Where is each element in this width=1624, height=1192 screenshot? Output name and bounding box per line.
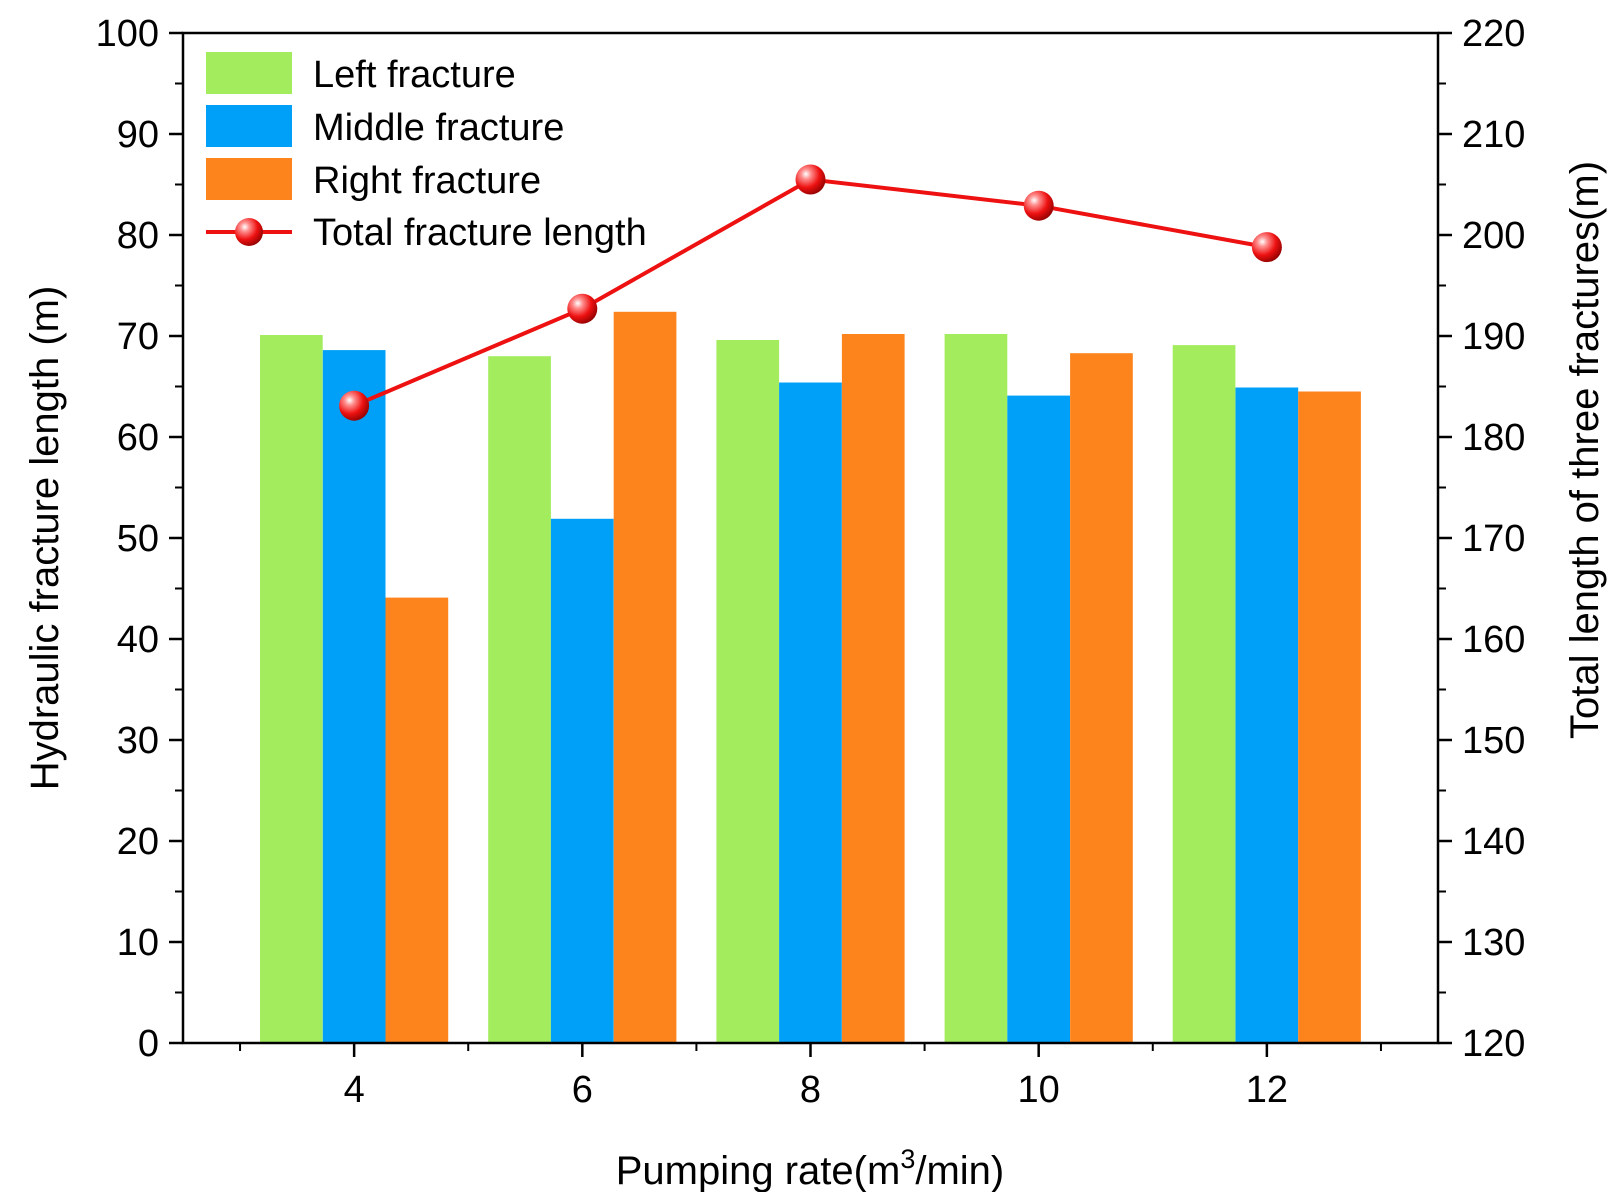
right-tick-label-180: 180: [1462, 417, 1525, 459]
legend-label-left-fracture: Left fracture: [313, 54, 516, 96]
legend: Left fracture Middle fracture Right frac…: [206, 52, 647, 254]
legend-swatch-middle-fracture: [206, 105, 292, 147]
left-y-axis-title: Hydraulic fracture length (m): [23, 286, 67, 791]
left-tick-label-50: 50: [117, 518, 159, 560]
left-tick-label-40: 40: [117, 619, 159, 661]
bar-middle-fracture-6: [550, 518, 614, 1043]
right-tick-label-170: 170: [1462, 518, 1525, 560]
bar-left-fracture-12: [1172, 345, 1236, 1044]
legend-label-total-fracture-length: Total fracture length: [313, 212, 647, 254]
right-y-axis: 120 130 140 150 160 170 180 190 200 210 220: [1438, 13, 1525, 1065]
total-length-point-8: [795, 164, 826, 195]
left-tick-label-10: 10: [117, 922, 159, 964]
bar-right-fracture-4: [385, 597, 449, 1043]
right-tick-label-160: 160: [1462, 619, 1525, 661]
total-length-point-12: [1251, 232, 1282, 263]
total-length-point-4: [339, 390, 370, 421]
total-length-point-10: [1023, 190, 1054, 221]
x-axis-title-superscript: 3: [900, 1144, 915, 1174]
left-tick-label-30: 30: [117, 720, 159, 762]
x-tick-label-8: 8: [800, 1069, 821, 1111]
bar-left-fracture-4: [260, 335, 323, 1043]
x-tick-label-4: 4: [344, 1069, 365, 1111]
right-tick-label-150: 150: [1462, 720, 1525, 762]
x-axis: 4 6 8 10 12: [239, 1043, 1382, 1111]
x-tick-label-6: 6: [572, 1069, 593, 1111]
right-tick-label-210: 210: [1462, 114, 1525, 156]
bar-left-fracture-8: [716, 340, 780, 1043]
x-tick-label-12: 12: [1246, 1069, 1288, 1111]
legend-swatch-right-fracture: [206, 158, 292, 200]
bar-middle-fracture-4: [322, 350, 386, 1044]
bar-left-fracture-6: [488, 356, 551, 1043]
legend-swatch-left-fracture: [206, 52, 292, 94]
left-tick-label-80: 80: [117, 215, 159, 257]
x-tick-label-10: 10: [1018, 1069, 1060, 1111]
left-y-axis: 0 10 20 30 40 50 60 70 80 90 100: [96, 13, 183, 1065]
bar-middle-fracture-8: [779, 382, 842, 1043]
right-y-axis-title: Total length of three fractures(m): [1563, 161, 1607, 739]
right-tick-label-140: 140: [1462, 821, 1525, 863]
left-tick-label-0: 0: [138, 1023, 159, 1065]
right-tick-label-120: 120: [1462, 1023, 1525, 1065]
left-tick-label-20: 20: [117, 821, 159, 863]
x-axis-title-prefix: Pumping rate(m: [616, 1149, 901, 1192]
bar-middle-fracture-10: [1007, 395, 1070, 1044]
bar-right-fracture-10: [1070, 353, 1133, 1043]
legend-swatch-total-marker: [235, 218, 263, 246]
total-length-point-6: [567, 293, 598, 324]
legend-label-middle-fracture: Middle fracture: [313, 107, 564, 149]
left-tick-label-70: 70: [117, 316, 159, 358]
bar-middle-fracture-12: [1235, 387, 1299, 1043]
x-axis-title-suffix: /min): [915, 1149, 1004, 1192]
bars-layer: [260, 311, 1361, 1044]
left-tick-label-90: 90: [117, 114, 159, 156]
right-tick-label-220: 220: [1462, 13, 1525, 55]
right-tick-label-130: 130: [1462, 922, 1525, 964]
right-tick-label-200: 200: [1462, 215, 1525, 257]
left-tick-label-100: 100: [96, 13, 159, 55]
bar-left-fracture-10: [944, 334, 1008, 1043]
left-tick-label-60: 60: [117, 417, 159, 459]
x-axis-title: Pumping rate(m3/min): [616, 1144, 1004, 1192]
total-length-line-layer: [339, 164, 1282, 421]
right-tick-label-190: 190: [1462, 316, 1525, 358]
bar-right-fracture-6: [613, 311, 677, 1043]
legend-label-right-fracture: Right fracture: [313, 160, 541, 202]
bar-right-fracture-8: [841, 334, 905, 1043]
bar-right-fracture-12: [1298, 391, 1361, 1043]
